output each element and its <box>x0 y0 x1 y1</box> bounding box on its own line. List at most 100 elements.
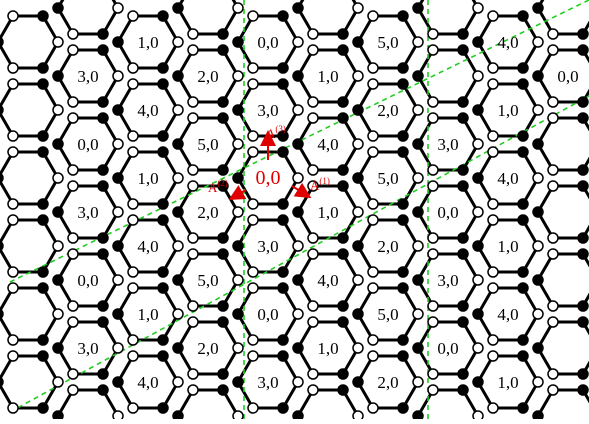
site-open <box>232 410 244 422</box>
site-open <box>7 146 19 158</box>
site-open <box>67 248 79 260</box>
site-open <box>112 70 124 82</box>
site-filled <box>172 342 184 354</box>
site-filled <box>457 232 469 244</box>
site-open <box>7 62 19 74</box>
site-open <box>7 334 19 346</box>
site-open <box>487 334 499 346</box>
site-filled <box>277 198 289 210</box>
site-open <box>67 164 79 176</box>
hexagon-label: 1,0 <box>317 339 338 358</box>
site-open <box>247 10 259 22</box>
site-filled <box>277 146 289 158</box>
site-open <box>232 342 244 354</box>
site-filled <box>97 44 109 56</box>
site-open <box>127 10 139 22</box>
site-filled <box>472 104 484 116</box>
site-filled <box>277 282 289 294</box>
hexagon-label: 4,0 <box>317 271 338 290</box>
site-filled <box>277 334 289 346</box>
site-open <box>472 138 484 150</box>
hexagon-label: 0,0 <box>257 305 278 324</box>
site-open <box>352 410 364 422</box>
site-filled <box>97 232 109 244</box>
site-open <box>307 28 319 40</box>
site-filled <box>277 350 289 362</box>
site-open <box>247 198 259 210</box>
vector-base: A <box>208 180 218 195</box>
site-filled <box>37 266 49 278</box>
site-open <box>412 36 424 48</box>
site-open <box>307 316 319 328</box>
site-open <box>352 138 364 150</box>
site-open <box>427 300 439 312</box>
site-filled <box>172 2 184 14</box>
site-open <box>172 308 184 320</box>
site-filled <box>532 206 544 218</box>
site-open <box>367 334 379 346</box>
site-filled <box>352 240 364 252</box>
site-filled <box>577 368 589 380</box>
site-open <box>247 350 259 362</box>
site-filled <box>352 376 364 388</box>
site-open <box>187 384 199 396</box>
site-filled <box>97 112 109 124</box>
site-filled <box>397 266 409 278</box>
site-filled <box>37 214 49 226</box>
site-filled <box>37 146 49 158</box>
site-open <box>247 146 259 158</box>
site-open <box>307 384 319 396</box>
hexagon-label: 1,0 <box>497 373 518 392</box>
site-open <box>307 248 319 260</box>
site-filled <box>0 36 4 48</box>
site-filled <box>112 308 124 320</box>
hexagon-label: 5,0 <box>377 33 398 52</box>
hexagon-label: 4,0 <box>137 237 158 256</box>
site-open <box>187 248 199 260</box>
site-open <box>487 402 499 414</box>
site-filled <box>157 402 169 414</box>
hexagon-label: 0,0 <box>437 203 458 222</box>
highlight-layer: 0,0 A(1)A(2)A(3) <box>208 124 330 200</box>
site-filled <box>37 130 49 142</box>
site-open <box>187 164 199 176</box>
site-filled <box>37 282 49 294</box>
site-open <box>472 342 484 354</box>
site-open <box>307 164 319 176</box>
site-open <box>67 112 79 124</box>
site-open <box>7 350 19 362</box>
site-filled <box>397 130 409 142</box>
hexagon-label: 5,0 <box>377 305 398 324</box>
site-filled <box>517 266 529 278</box>
site-open <box>67 96 79 108</box>
site-filled <box>337 164 349 176</box>
site-filled <box>97 368 109 380</box>
site-open <box>547 96 559 108</box>
site-open <box>367 62 379 74</box>
site-open <box>427 28 439 40</box>
site-open <box>472 70 484 82</box>
site-filled <box>397 62 409 74</box>
site-filled <box>0 240 4 252</box>
site-open <box>307 368 319 380</box>
site-filled <box>37 198 49 210</box>
site-filled <box>97 384 109 396</box>
hexagon-label: 1,0 <box>317 203 338 222</box>
site-filled <box>472 376 484 388</box>
site-filled <box>217 316 229 328</box>
site-open <box>67 300 79 312</box>
site-filled <box>517 146 529 158</box>
site-filled <box>292 2 304 14</box>
site-filled <box>157 266 169 278</box>
site-filled <box>457 96 469 108</box>
site-open <box>112 342 124 354</box>
site-filled <box>517 78 529 90</box>
site-open <box>292 376 304 388</box>
site-filled <box>577 384 589 396</box>
site-filled <box>577 180 589 192</box>
site-filled <box>37 334 49 346</box>
site-open <box>7 214 19 226</box>
site-filled <box>112 36 124 48</box>
site-open <box>7 402 19 414</box>
